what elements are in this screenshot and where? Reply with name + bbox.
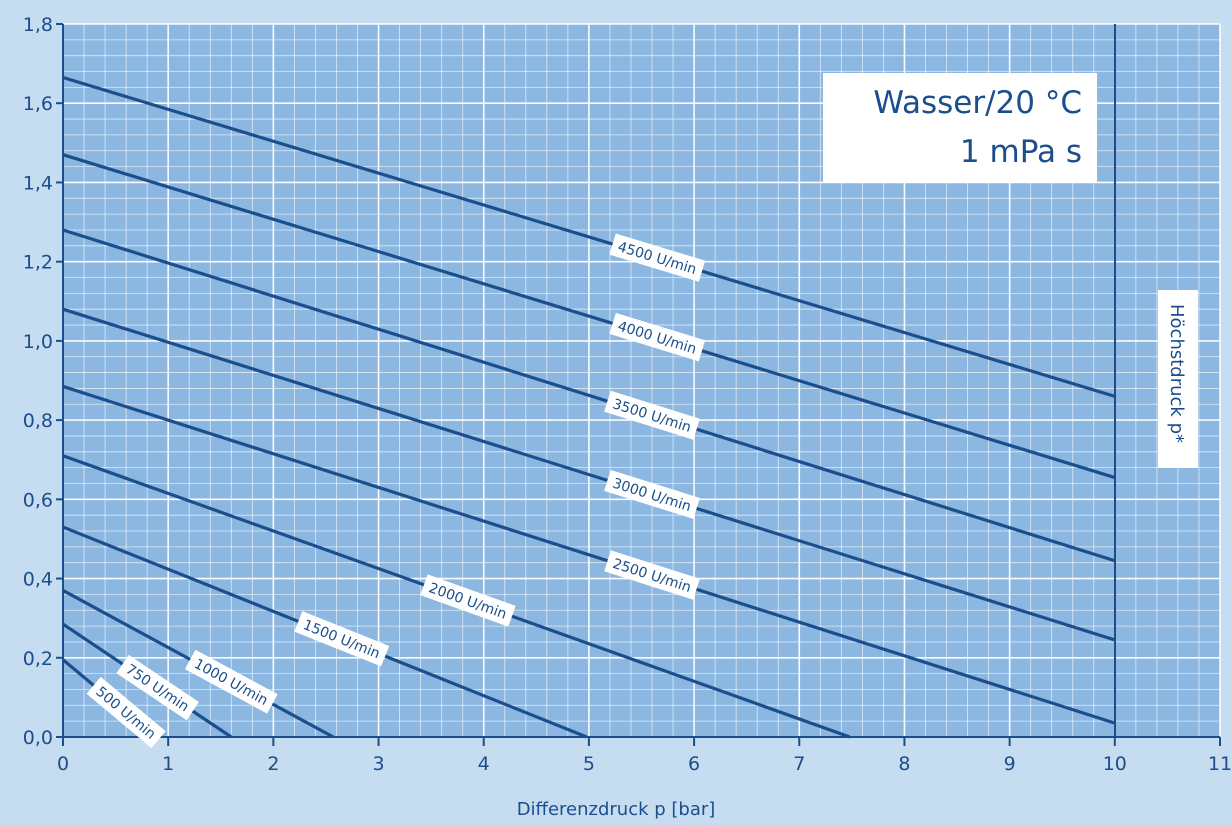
series-label-box	[609, 312, 706, 362]
series-label-box	[116, 654, 199, 721]
series-label-box	[604, 550, 700, 600]
series-label-box	[294, 611, 390, 667]
x-tick-label: 8	[898, 753, 910, 775]
x-tick-label: 1	[162, 753, 174, 775]
x-ticks: 0 1 2 3 4 5 6 7 8 9 10 11	[57, 737, 1232, 775]
x-tick-label: 3	[372, 753, 384, 775]
y-tick-label: 0,2	[23, 648, 53, 670]
y-tick-label: 0,4	[23, 569, 53, 591]
title-line-1: Wasser/20 °C	[873, 85, 1082, 121]
series-label-box	[604, 390, 700, 440]
series-line	[62, 228, 1116, 563]
title-line-2: 1 mPa s	[960, 134, 1082, 170]
series-line	[62, 153, 1116, 480]
max-pressure-label: Höchstdruck p*	[1166, 304, 1187, 443]
x-tick-label: 4	[478, 753, 490, 775]
y-tick-label: 0,8	[23, 410, 53, 432]
y-tick-label: 1,8	[23, 14, 53, 36]
series-label-box	[184, 649, 278, 714]
y-tick-label: 1,0	[23, 331, 53, 353]
series-label-box	[604, 469, 700, 519]
y-ticks: 0,0 0,2 0,4 0,6 0,8 1,0 1,2 1,4 1,6 1,8	[23, 14, 63, 749]
x-tick-label: 6	[688, 753, 700, 775]
x-axis-label: Differenzdruck p [bar]	[517, 799, 716, 820]
y-tick-label: 1,4	[23, 172, 53, 194]
x-tick-label: 5	[583, 753, 595, 775]
series-line	[62, 384, 1116, 725]
y-tick-label: 1,2	[23, 252, 53, 274]
series-line	[62, 307, 1116, 642]
series-label-box	[609, 233, 706, 282]
y-tick-label: 1,6	[23, 93, 53, 115]
x-tick-label: 9	[1004, 753, 1016, 775]
series-label-box	[86, 676, 166, 748]
x-tick-label: 11	[1208, 753, 1232, 775]
max-pressure-label-box: Höchstdruck p*	[1158, 290, 1198, 468]
x-tick-label: 7	[793, 753, 805, 775]
series-line	[62, 75, 1116, 398]
y-tick-label: 0,6	[23, 489, 53, 511]
title-box: Wasser/20 °C 1 mPa s	[823, 73, 1097, 183]
x-tick-label: 10	[1103, 753, 1127, 775]
x-tick-label: 0	[57, 753, 69, 775]
x-tick-label: 2	[267, 753, 279, 775]
y-tick-label: 0,0	[23, 727, 53, 749]
series-label-box	[420, 574, 516, 627]
grid-minor	[63, 24, 1220, 737]
